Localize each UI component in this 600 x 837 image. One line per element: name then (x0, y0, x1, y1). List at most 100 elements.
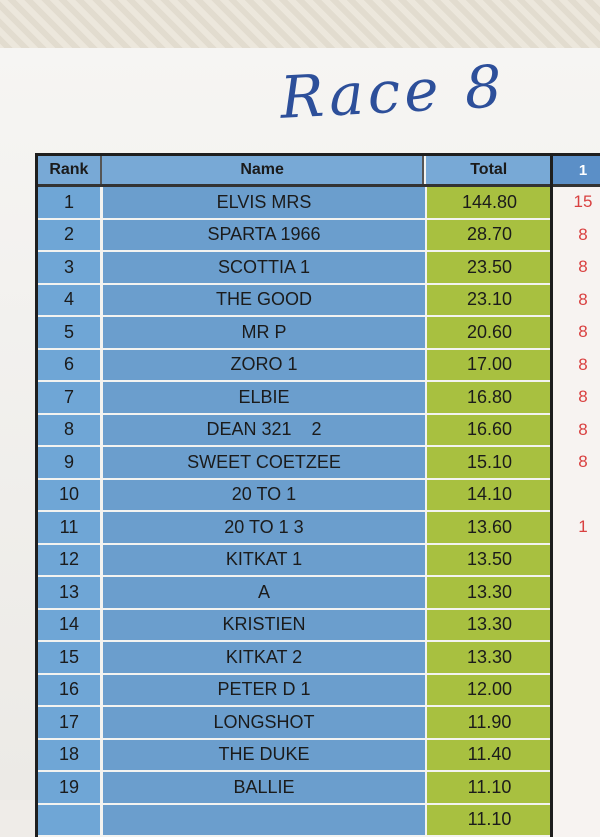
race-1-cell: 8 (553, 220, 600, 253)
name-cell: SWEET COETZEE (103, 447, 425, 478)
total-cell: 13.30 (425, 610, 552, 641)
race-1-cell: 15 (553, 187, 600, 220)
rank-cell: 18 (38, 740, 103, 771)
race-1-cell: 8 (553, 285, 600, 318)
total-cell: 23.10 (425, 285, 552, 316)
rank-cell: 7 (38, 382, 103, 413)
header-total: Total (424, 156, 553, 184)
race-1-cell (553, 707, 600, 740)
race-1-cell: 8 (553, 382, 600, 415)
race-1-cell: 8 (553, 447, 600, 480)
total-cell: 11.40 (425, 740, 552, 771)
name-cell: 20 TO 1 3 (103, 512, 425, 543)
total-cell: 11.10 (425, 772, 552, 803)
table-row: 11.10 (38, 805, 553, 837)
tablecloth-background (0, 0, 600, 52)
race-1-cell (553, 577, 600, 610)
total-cell: 13.60 (425, 512, 552, 543)
total-cell: 28.70 (425, 220, 552, 251)
race-1-cell (553, 545, 600, 578)
rank-cell: 11 (38, 512, 103, 543)
race-1-cell: 1 (553, 512, 600, 545)
rank-cell: 2 (38, 220, 103, 251)
total-cell: 12.00 (425, 675, 552, 706)
rank-cell: 19 (38, 772, 103, 803)
rank-cell (38, 805, 103, 836)
total-cell: 144.80 (425, 187, 552, 218)
total-cell: 23.50 (425, 252, 552, 283)
name-cell: THE GOOD (103, 285, 425, 316)
name-cell: KITKAT 1 (103, 545, 425, 576)
race-1-cell (553, 642, 600, 675)
rank-cell: 6 (38, 350, 103, 381)
race-1-cell (553, 480, 600, 513)
name-cell: A (103, 577, 425, 608)
total-cell: 15.10 (425, 447, 552, 478)
name-cell: BALLIE (103, 772, 425, 803)
total-cell: 14.10 (425, 480, 552, 511)
name-cell: SPARTA 1966 (103, 220, 425, 251)
name-cell: THE DUKE (103, 740, 425, 771)
total-cell: 13.50 (425, 545, 552, 576)
name-cell (103, 805, 425, 836)
name-cell: ELBIE (103, 382, 425, 413)
header-name: Name (102, 156, 425, 184)
rank-cell: 16 (38, 675, 103, 706)
total-cell: 11.90 (425, 707, 552, 738)
race-1-cell: 8 (553, 317, 600, 350)
race-1-cell (553, 740, 600, 773)
rank-cell: 9 (38, 447, 103, 478)
rank-cell: 13 (38, 577, 103, 608)
race-1-cell: 8 (553, 415, 600, 448)
name-cell: KRISTIEN (103, 610, 425, 641)
name-cell: PETER D 1 (103, 675, 425, 706)
name-cell: ZORO 1 (103, 350, 425, 381)
rank-cell: 15 (38, 642, 103, 673)
rank-cell: 17 (38, 707, 103, 738)
total-cell: 20.60 (425, 317, 552, 348)
total-cell: 16.80 (425, 382, 552, 413)
total-cell: 17.00 (425, 350, 552, 381)
rank-cell: 4 (38, 285, 103, 316)
rank-cell: 3 (38, 252, 103, 283)
race-1-cell (553, 805, 600, 837)
name-cell: LONGSHOT (103, 707, 425, 738)
rank-cell: 10 (38, 480, 103, 511)
rank-cell: 5 (38, 317, 103, 348)
header-rank: Rank (38, 156, 102, 184)
table-header: Rank Name Total (38, 156, 553, 187)
name-cell: SCOTTIA 1 (103, 252, 425, 283)
name-cell: DEAN 321 2 (103, 415, 425, 446)
race-1-cell: 8 (553, 350, 600, 383)
total-cell: 13.30 (425, 642, 552, 673)
name-cell: ELVIS MRS (103, 187, 425, 218)
race-1-cell (553, 610, 600, 643)
race-1-cell (553, 675, 600, 708)
total-cell: 11.10 (425, 805, 552, 836)
total-cell: 13.30 (425, 577, 552, 608)
handwritten-heading: Race 8 (278, 52, 507, 132)
name-cell: MR P (103, 317, 425, 348)
name-cell: KITKAT 2 (103, 642, 425, 673)
rank-cell: 14 (38, 610, 103, 641)
